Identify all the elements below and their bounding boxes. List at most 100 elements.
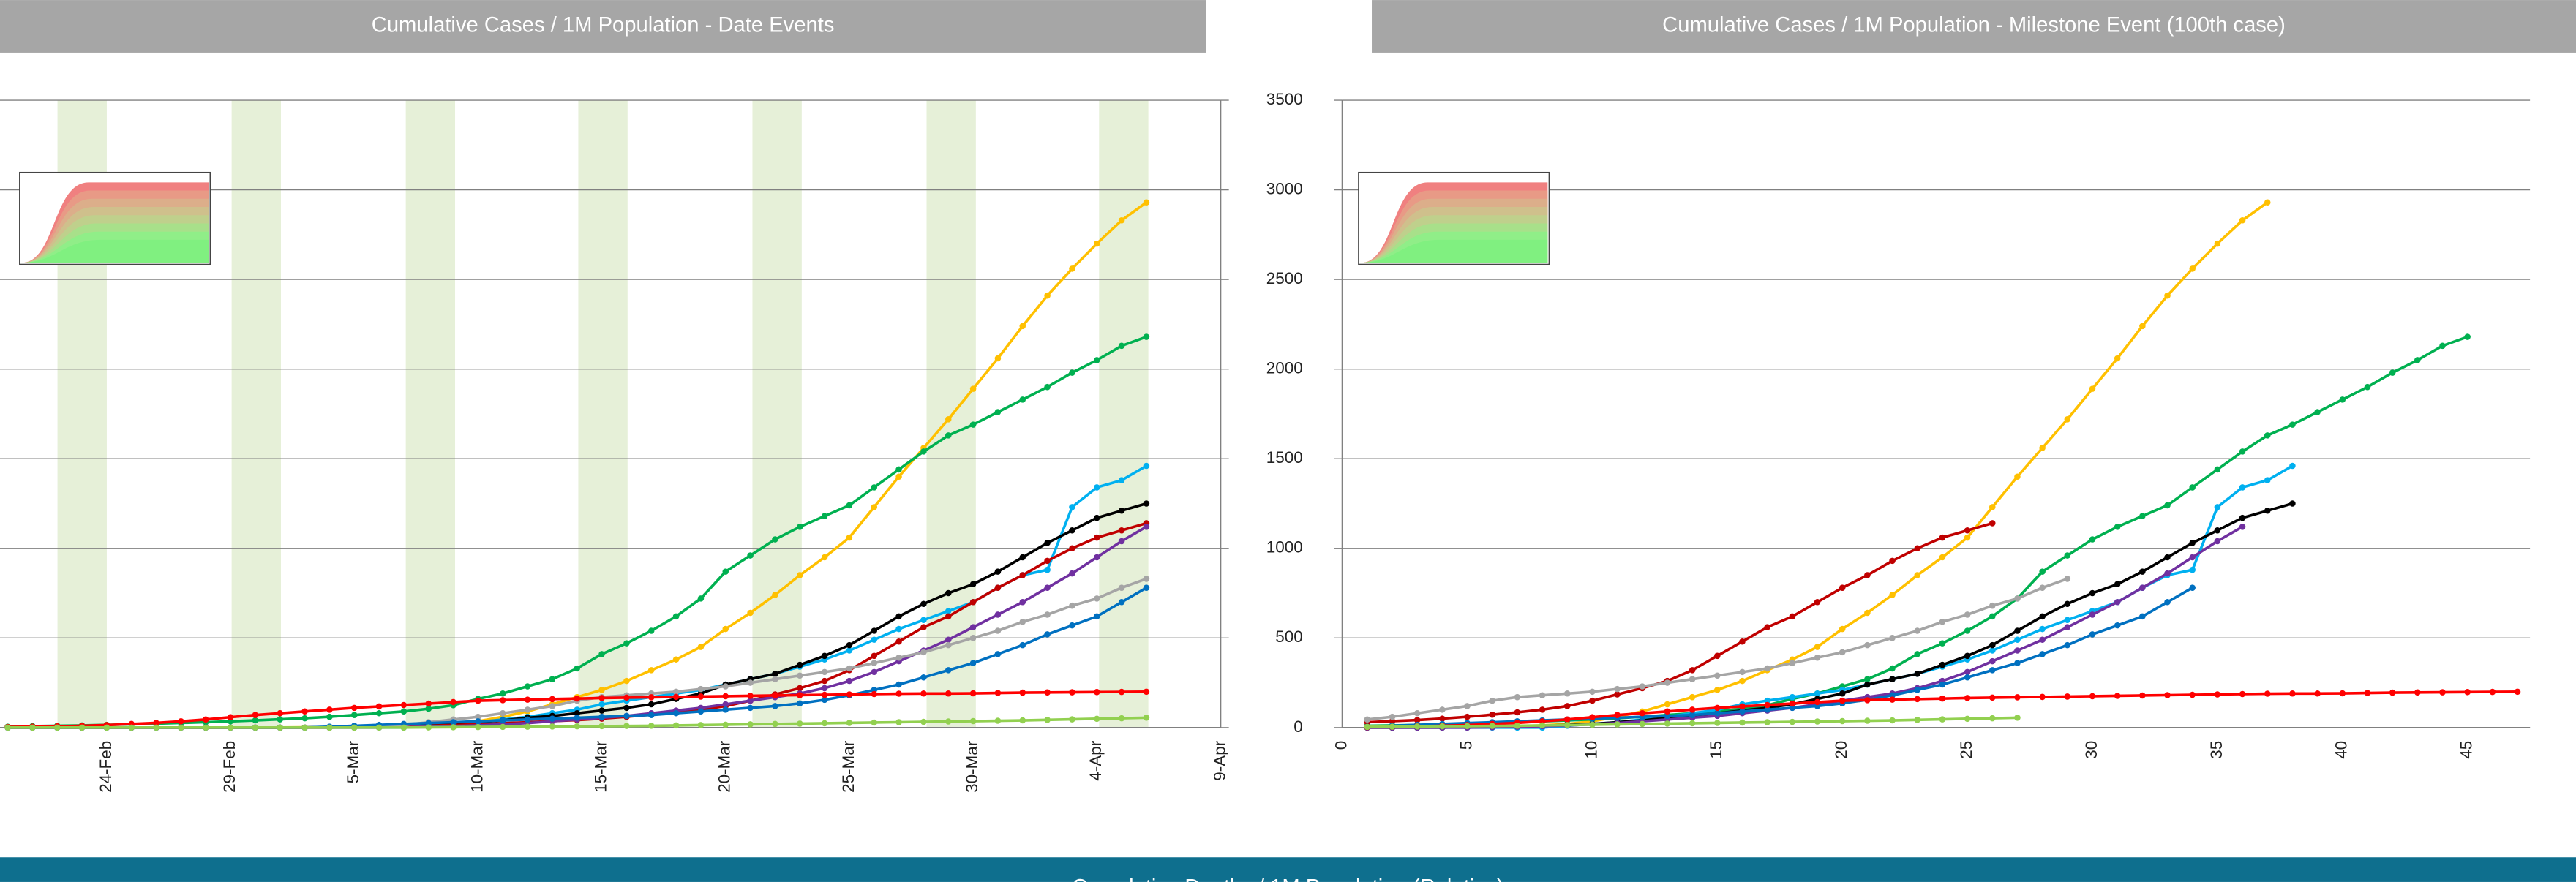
- x-tick-label: 10-Mar: [467, 740, 486, 793]
- series-marker: [1889, 665, 1896, 672]
- series-marker: [672, 709, 680, 717]
- series-marker: [2039, 693, 2046, 701]
- series-marker: [1044, 566, 1051, 573]
- series-marker: [2214, 504, 2221, 510]
- series-marker: [895, 654, 902, 661]
- series-marker: [2239, 690, 2246, 698]
- series-marker: [2189, 691, 2196, 698]
- series-marker: [1563, 690, 1571, 697]
- series-marker: [2039, 568, 2046, 575]
- series-marker: [2064, 600, 2071, 608]
- series-marker: [2164, 599, 2171, 606]
- section-title: Cumulative Deaths / 1M Population (Relat…: [1072, 876, 1504, 882]
- series-marker: [1864, 676, 1871, 682]
- series-marker: [1389, 723, 1396, 730]
- series-marker: [2264, 199, 2271, 206]
- series-marker: [1019, 717, 1026, 724]
- series-marker: [1143, 576, 1150, 582]
- series-marker: [1413, 709, 1421, 717]
- series-marker: [994, 690, 1002, 696]
- series-marker: [722, 693, 729, 700]
- series-marker: [945, 608, 952, 614]
- series-marker: [1864, 609, 1871, 617]
- series-marker: [1714, 720, 1721, 726]
- series-marker: [2239, 524, 2246, 530]
- series-marker: [1614, 712, 1621, 718]
- series-marker: [846, 502, 853, 509]
- series-marker: [747, 609, 754, 617]
- series-marker: [945, 416, 952, 423]
- series-marker: [1714, 652, 1721, 660]
- charts: Cumulative Cases / 1M Population - Date …: [0, 14, 2531, 793]
- series-marker: [598, 723, 605, 730]
- series-marker: [350, 712, 358, 718]
- series-marker: [1069, 570, 1075, 577]
- series-marker: [375, 703, 383, 710]
- y-tick-label: 2500: [1266, 269, 1303, 287]
- series-marker: [1093, 613, 1100, 620]
- x-tick-label: 10: [1582, 741, 1600, 759]
- series-marker: [821, 685, 828, 692]
- series-marker: [1714, 704, 1721, 712]
- x-tick-label: 9-Apr: [1210, 740, 1228, 780]
- series-marker: [747, 693, 754, 699]
- series-marker: [450, 719, 457, 725]
- series-marker: [1839, 584, 1846, 591]
- series-marker: [301, 715, 308, 722]
- series-marker: [2164, 292, 2171, 299]
- series-marker: [1464, 713, 1471, 720]
- series-marker: [623, 640, 630, 647]
- series-marker: [772, 720, 778, 728]
- series-marker: [1118, 216, 1125, 224]
- series-marker: [1939, 618, 1946, 625]
- series-marker: [722, 721, 729, 728]
- series-marker: [796, 720, 803, 727]
- series-marker: [2014, 636, 2021, 644]
- series-marker: [1739, 668, 1746, 676]
- series-marker: [1914, 651, 1920, 657]
- series-marker: [1118, 508, 1125, 514]
- series-marker: [2039, 636, 2046, 644]
- series-marker: [1439, 706, 1446, 713]
- series-marker: [796, 692, 803, 698]
- series-marker: [1789, 693, 1796, 701]
- x-tick-label: 15-Mar: [592, 740, 610, 793]
- series-marker: [2514, 688, 2521, 696]
- series-marker: [2289, 462, 2296, 470]
- header-bar: [0, 0, 1206, 53]
- series-marker: [1389, 713, 1396, 720]
- series-marker: [623, 723, 630, 729]
- series-marker: [1093, 715, 1100, 723]
- series-marker: [1814, 718, 1821, 725]
- series-marker: [78, 724, 86, 731]
- series-marker: [1889, 635, 1896, 641]
- series-marker: [895, 473, 902, 480]
- series-marker: [1143, 715, 1150, 721]
- series-marker: [871, 690, 878, 698]
- series-marker: [1069, 602, 1075, 609]
- series-marker: [647, 712, 655, 718]
- series-marker: [772, 592, 778, 598]
- series-marker: [2139, 584, 2146, 591]
- series-marker: [945, 667, 952, 674]
- series-marker: [2264, 508, 2271, 514]
- x-tick-label: 20: [1832, 741, 1850, 759]
- series-marker: [672, 722, 680, 729]
- series-marker: [1689, 693, 1696, 701]
- series-marker: [1689, 706, 1696, 713]
- series-marker: [994, 611, 1002, 618]
- series-line: [1367, 464, 2294, 729]
- series-marker: [722, 625, 729, 633]
- series-marker: [1143, 584, 1150, 591]
- series-marker: [1739, 708, 1746, 715]
- series-marker: [2164, 502, 2171, 509]
- series-marker: [1019, 689, 1026, 696]
- series-marker: [1019, 618, 1026, 625]
- series-marker: [1764, 665, 1770, 672]
- series-marker: [1019, 599, 1026, 606]
- series-marker: [1664, 708, 1671, 715]
- series-marker: [1413, 723, 1421, 730]
- series-marker: [895, 638, 902, 645]
- series-marker: [1914, 671, 1920, 677]
- series-marker: [1044, 540, 1051, 546]
